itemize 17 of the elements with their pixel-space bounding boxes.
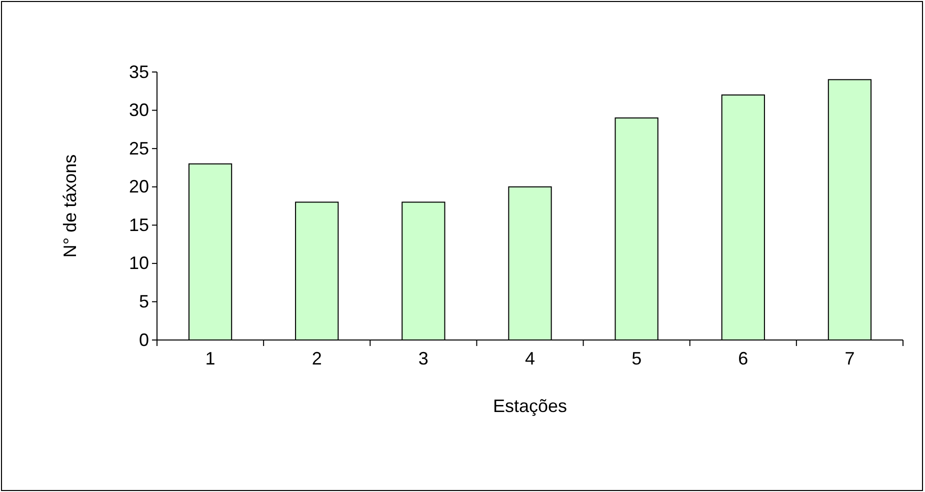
y-tick-label: 30 <box>128 100 149 120</box>
y-tick-label: 25 <box>128 138 149 158</box>
x-tick-label: 2 <box>312 348 322 369</box>
x-tick-label: 7 <box>844 348 855 369</box>
x-tick-label: 1 <box>205 348 216 369</box>
x-tick-label: 4 <box>524 348 536 369</box>
y-tick-label: 15 <box>128 214 149 235</box>
x-tick-label: 3 <box>418 348 428 369</box>
y-tick-label: 35 <box>128 62 149 82</box>
x-tick-label: 6 <box>738 348 748 369</box>
x-tick-label: 5 <box>632 348 642 369</box>
y-tick-label: 5 <box>138 291 149 312</box>
x-axis-title: Estações <box>492 396 568 416</box>
y-tick-label: 20 <box>128 176 149 197</box>
y-axis-title: N° de táxons <box>60 154 80 258</box>
y-tick-label: 10 <box>128 253 149 274</box>
y-tick-label: 0 <box>138 330 149 350</box>
